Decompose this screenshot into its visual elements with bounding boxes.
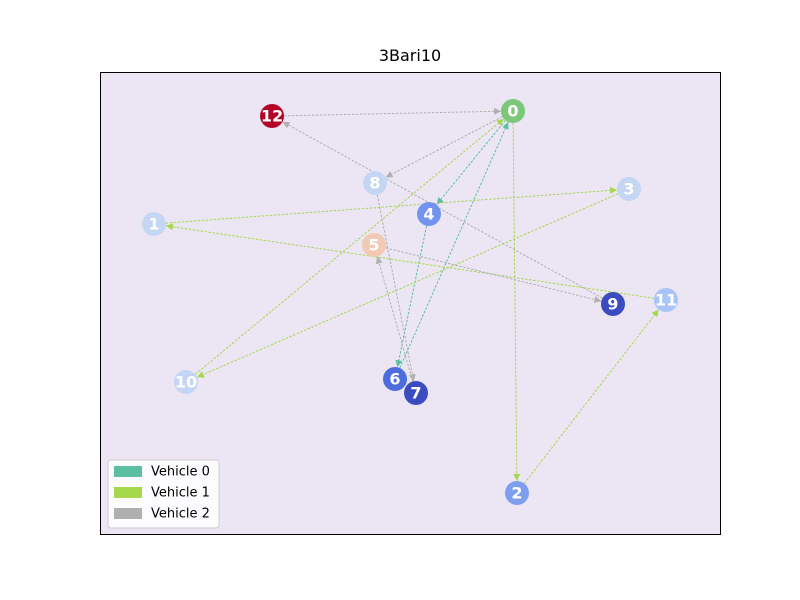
node-9: 9 [601,292,625,316]
node-2: 2 [505,481,529,505]
legend-item-vehicle-2: Vehicle 2 [114,507,210,522]
edge-1-to-3 [165,186,618,224]
plot-title: 3Bari10 [378,46,442,65]
legend-swatch [114,487,142,498]
node-circle [654,288,678,312]
node-11: 11 [654,288,678,312]
edge-0-to-8 [385,116,503,178]
edges-layer [165,107,660,484]
node-label: 0 [507,102,518,121]
node-circle [260,104,284,128]
node-circle [617,177,641,201]
edge-0-to-4 [436,119,506,206]
node-6: 6 [383,367,407,391]
node-10: 10 [174,370,198,394]
edge-10-to-0 [194,118,505,375]
node-8: 8 [363,171,387,195]
edge-11-to-1 [165,223,655,299]
node-3: 3 [617,177,641,201]
legend-label: Vehicle 0 [151,465,210,480]
node-label: 11 [655,291,677,310]
legend-label: Vehicle 1 [151,486,210,501]
node-circle [383,367,407,391]
node-circle [404,381,428,405]
edge-2-to-11 [523,309,660,484]
node-7: 7 [404,381,428,405]
legend-swatch [114,466,142,477]
edge-4-to-6 [395,225,428,368]
node-label: 8 [369,174,380,193]
edge-6-to-0 [399,121,509,369]
node-circle [363,171,387,195]
node-label: 3 [623,180,634,199]
node-circle [142,212,166,236]
node-circle [362,233,386,257]
node-label: 2 [511,484,522,503]
node-4: 4 [417,202,441,226]
node-circle [601,292,625,316]
legend-item-vehicle-0: Vehicle 0 [114,465,210,480]
edge-12-to-0 [283,107,502,117]
edge-0-to-2 [512,122,521,482]
node-circle [417,202,441,226]
node-label: 1 [148,215,159,234]
legend-item-vehicle-1: Vehicle 1 [114,486,210,501]
edge-3-to-10 [196,193,619,378]
legend-swatch [114,508,142,519]
node-label: 7 [410,384,421,403]
node-label: 10 [175,373,197,392]
edge-5-to-9 [385,247,602,303]
node-5: 5 [362,233,386,257]
legend-label: Vehicle 2 [151,507,210,522]
node-1: 1 [142,212,166,236]
node-label: 4 [423,205,434,224]
node-12: 12 [260,104,284,128]
edge-8-to-7 [376,194,416,382]
legend: Vehicle 0 Vehicle 1 Vehicle 2 [107,459,220,529]
node-circle [174,370,198,394]
edge-9-to-12 [282,121,603,299]
edge-7-to-5 [375,256,414,382]
node-label: 5 [368,236,379,255]
node-label: 6 [389,370,400,389]
node-circle [501,99,525,123]
node-label: 9 [607,295,618,314]
node-circle [505,481,529,505]
node-label: 12 [261,107,283,126]
node-0: 0 [501,99,525,123]
